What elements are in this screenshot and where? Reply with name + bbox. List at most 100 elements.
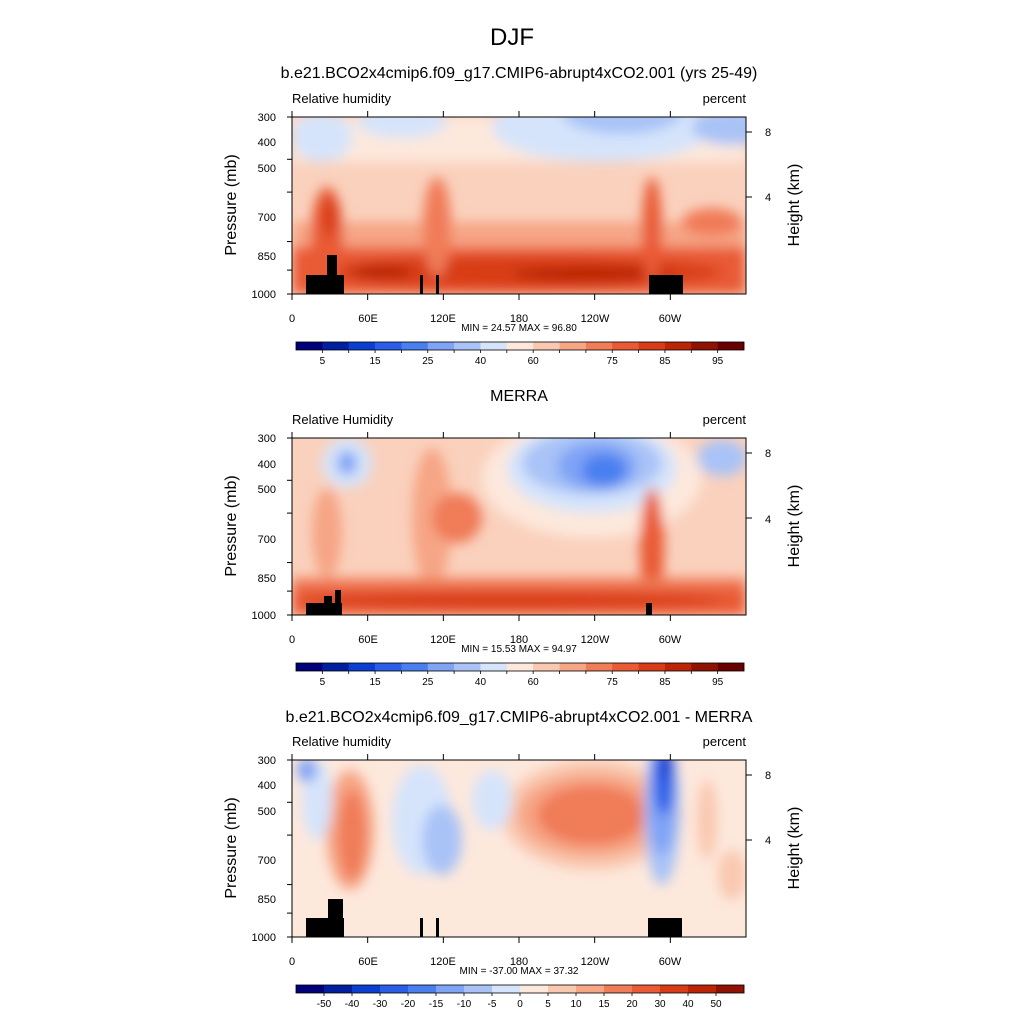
colorbar-swatch [375,342,402,350]
colorbar-label: 25 [422,677,434,688]
colorbar-swatch [375,663,402,671]
colorbar-label: -5 [488,999,497,1010]
colorbar-swatch [691,342,718,350]
colorbar-swatch [520,985,549,993]
colorbar-label: 10 [570,999,582,1010]
colorbar-swatch [638,663,666,671]
colorbar-swatch [401,342,429,350]
colorbar-swatch [296,985,325,993]
colorbar-swatch [427,663,455,671]
x-tick-label: 180 [510,634,528,646]
colorbar-swatch [296,342,323,350]
colorbar-swatch [324,985,353,993]
colorbar-label: 30 [654,999,666,1010]
colorbar-swatch [533,663,560,671]
panel-2-height-axis: 8 4 Height (km) [765,448,803,567]
x-tick-label: 60E [358,634,378,646]
colorbar-label: 50 [710,999,722,1010]
page-title: DJF [490,24,534,51]
colorbar-label: 95 [712,356,724,367]
colorbar-swatch [401,663,429,671]
panel-1-y-ticks: 300 400 500 700 850 1000 [252,112,276,301]
colorbar-swatch [454,342,481,350]
colorbar-swatch [691,663,718,671]
y-tick-label: 700 [258,212,276,224]
colorbar-label: 20 [626,999,638,1010]
colorbar-label: 5 [545,999,551,1010]
y-tick-label: 1000 [252,932,276,944]
y-tick-label: 700 [258,534,276,546]
colorbar-label: -40 [345,999,360,1010]
colorbar-label: 15 [369,677,381,688]
height-tick-label: 4 [765,192,771,204]
panel-3-y-ticks: 300 400 500 700 850 1000 [252,755,276,944]
height-tick-label: 8 [765,448,771,460]
panel-1-title: b.e21.BCO2x4cmip6.f09_g17.CMIP6-abrupt4x… [281,65,758,82]
y-tick-label: 400 [258,459,276,471]
colorbar-swatch [716,985,745,993]
panel-1-plot-area [292,117,746,294]
y-tick-label: 400 [258,137,276,149]
panel-3-height-axis-label: Height (km) [786,807,803,890]
colorbar-swatch [664,663,692,671]
y-tick-label: 850 [258,894,276,906]
colorbar-swatch [427,342,455,350]
colorbar-swatch [585,663,613,671]
colorbar-swatch [480,342,508,350]
colorbar-swatch [632,985,661,993]
colorbar-label: 5 [320,677,326,688]
x-tick-label: 60E [358,313,378,325]
colorbar-label: 15 [369,356,381,367]
colorbar-swatch [548,985,577,993]
colorbar-swatch [348,663,376,671]
panel-3-height-axis: 8 4 Height (km) [765,770,803,889]
panel-1-variable-label: Relative humidity [292,91,391,106]
panel-3-stats: MIN = -37.00 MAX = 37.32 [460,966,579,977]
x-tick-label: 180 [510,313,528,325]
colorbar-label: 15 [598,999,610,1010]
x-tick-label: 0 [289,634,295,646]
colorbar-swatch [506,663,534,671]
colorbar-swatch [638,342,666,350]
y-tick-label: 300 [258,433,276,445]
colorbar-label: 85 [659,677,671,688]
panel-1-y-axis-label: Pressure (mb) [223,154,240,255]
colorbar-label: 60 [528,356,540,367]
y-tick-label: 300 [258,112,276,124]
panel-2-y-axis-label: Pressure (mb) [223,475,240,576]
colorbar-label: 95 [712,677,724,688]
y-tick-label: 1000 [252,610,276,622]
colorbar-swatch [380,985,409,993]
colorbar-label: 60 [528,677,540,688]
colorbar-label: 40 [682,999,694,1010]
y-tick-label: 500 [258,163,276,175]
x-tick-label: 0 [289,956,295,968]
panel-2-height-axis-label: Height (km) [786,485,803,568]
x-tick-label: 60E [358,956,378,968]
panel-3-plot-area [292,760,746,937]
colorbar-swatch [604,985,633,993]
x-tick-label: 60W [659,956,682,968]
x-tick-label: 60W [659,313,682,325]
colorbar-label: 0 [517,999,523,1010]
y-tick-label: 500 [258,484,276,496]
colorbar-label: -30 [373,999,388,1010]
colorbar-label: -20 [401,999,416,1010]
panel-1-stats: MIN = 24.57 MAX = 96.80 [461,323,577,334]
colorbar-swatch [506,342,534,350]
colorbar-label: -50 [317,999,332,1010]
y-tick-label: 300 [258,755,276,767]
y-tick-label: 1000 [252,289,276,301]
panel-2: MERRA Relative Humidity percent [223,388,803,655]
panel-2-stats: MIN = 15.53 MAX = 94.97 [461,644,577,655]
y-tick-label: 700 [258,855,276,867]
colorbar-label: 85 [659,356,671,367]
colorbar-swatch [492,985,521,993]
height-tick-label: 4 [765,835,771,847]
x-tick-label: 120E [430,313,456,325]
colorbar-swatch [533,342,560,350]
colorbar-swatch [664,342,692,350]
height-tick-label: 8 [765,770,771,782]
colorbar-swatch [612,342,639,350]
